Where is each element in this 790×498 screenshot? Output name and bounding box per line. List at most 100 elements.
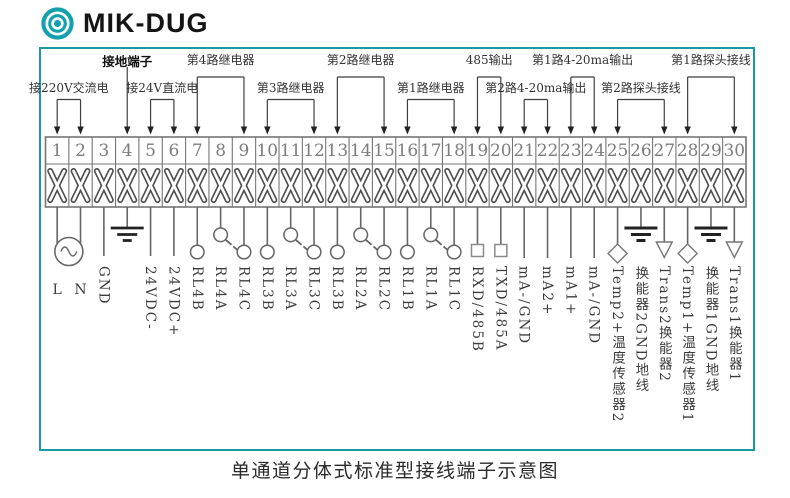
terminal-number: 13	[326, 141, 349, 161]
arrow-down-icon	[194, 126, 201, 135]
screw-x-icon	[702, 169, 720, 202]
square-terminal-icon	[470, 243, 485, 258]
terminal-number: 16	[396, 141, 419, 161]
terminal-label: Temp1+温度传感器1	[679, 266, 696, 424]
terminal-number: 21	[513, 141, 535, 161]
terminal-number: 17	[419, 141, 442, 161]
terminal-label: Trans1换能器1	[725, 266, 742, 383]
arrow-down-icon	[661, 126, 668, 135]
terminal-label: Trans2换能器2	[655, 266, 672, 383]
terminal-label: RL1C	[445, 266, 462, 313]
screw-x-icon	[282, 169, 300, 202]
switch-arm-icon	[294, 238, 310, 253]
brand-name: MIK-DUG	[83, 7, 209, 38]
terminal-number: 9	[238, 141, 250, 161]
wiring-group-label: 接220V交流电	[29, 80, 109, 95]
screw-x-icon	[422, 169, 440, 202]
bullseye-logo-icon	[41, 6, 74, 40]
terminal-label: RL1A	[422, 266, 439, 312]
screw-x-icon	[539, 169, 556, 202]
screw-x-icon	[329, 169, 346, 202]
wiring-group-label: 第1路4-20ma输出	[531, 53, 634, 67]
arrow-down-icon	[170, 126, 178, 135]
terminal-label: mA2+	[539, 266, 556, 317]
terminal-number: 1	[51, 141, 63, 161]
screw-x-icon	[562, 169, 580, 202]
arrow-down-icon	[310, 126, 318, 135]
terminal-number: 12	[303, 141, 325, 161]
terminal-label: 换能器1GND地线	[702, 266, 719, 394]
terminal-number: 22	[536, 141, 559, 161]
screw-x-icon	[469, 169, 486, 202]
terminal-number: 7	[191, 141, 203, 161]
diamond-terminal-icon	[677, 243, 699, 264]
screw-x-icon	[375, 169, 393, 202]
screw-x-icon	[165, 169, 183, 202]
contact-circle-icon	[306, 244, 322, 260]
screw-x-icon	[632, 169, 650, 202]
terminal-number: 19	[466, 141, 489, 161]
terminal-label: 24VDC+	[165, 266, 182, 338]
terminal-number: 2	[75, 141, 86, 161]
arrow-down-icon	[591, 126, 598, 135]
wiring-group-label: 接地端子	[102, 54, 153, 69]
arrow-down-icon	[240, 126, 248, 135]
contact-circle-icon	[376, 244, 392, 260]
terminal-number: 6	[168, 141, 180, 161]
sine-wave-icon	[60, 246, 78, 257]
arrow-down-icon	[684, 126, 691, 135]
terminal-label: TXD/485A	[492, 266, 509, 352]
triangle-arrow-icon	[655, 241, 674, 260]
wiring-group-label: 接24V直流电	[126, 80, 199, 95]
diagram-border	[39, 47, 755, 451]
arrow-down-icon	[147, 126, 154, 135]
terminal-label: RL1B	[398, 266, 415, 312]
screw-x-icon	[142, 169, 159, 202]
screw-x-icon	[515, 169, 533, 202]
terminal-number: 18	[443, 141, 465, 161]
diagram-caption: 单通道分体式标准型接线端子示意图	[230, 461, 559, 482]
arrow-down-icon	[731, 126, 738, 135]
screw-x-icon	[48, 169, 66, 202]
terminal-label: RL3B	[258, 266, 275, 312]
triangle-arrow-icon	[725, 241, 744, 260]
arrow-down-icon	[404, 126, 411, 135]
terminal-number: 27	[653, 141, 676, 161]
diamond-terminal-icon	[607, 243, 629, 264]
arrow-down-icon	[77, 126, 84, 135]
screw-x-icon	[72, 169, 89, 202]
terminal-number: 5	[145, 141, 156, 161]
terminal-label: RL2C	[375, 266, 392, 313]
terminal-number: 15	[373, 141, 395, 161]
terminal-label: mA-/GND	[515, 266, 532, 346]
terminal-number: 11	[279, 141, 302, 161]
arrow-down-icon	[544, 126, 551, 135]
contact-circle-icon	[259, 244, 275, 260]
screw-x-icon	[399, 169, 416, 202]
screw-x-icon	[305, 169, 323, 202]
screw-x-icon	[188, 169, 206, 202]
screw-x-icon	[492, 169, 510, 202]
wiring-group-label: 第1路探头接线	[671, 53, 751, 67]
terminal-number: 4	[121, 141, 133, 161]
terminal-number: 25	[606, 141, 629, 161]
arrow-down-icon	[334, 126, 341, 135]
terminal-label: RL3B	[328, 266, 345, 312]
terminal-label: RL4A	[212, 266, 229, 312]
terminal-number: 8	[215, 141, 227, 161]
screw-x-icon	[725, 169, 743, 202]
terminal-label: GND	[95, 266, 112, 306]
contact-circle-icon	[189, 244, 205, 260]
terminal-number: 3	[98, 141, 110, 161]
wiring-group-label: 第2路4-20ma输出	[485, 80, 587, 95]
terminal-number: 23	[560, 141, 582, 161]
wiring-group-label: 第2路探头接线	[601, 80, 681, 95]
terminal-label: L	[52, 282, 62, 298]
terminal-number: 26	[630, 141, 652, 161]
switch-arm-icon	[434, 238, 450, 253]
arrow-down-icon	[124, 126, 131, 135]
terminal-label: mA-/GND	[585, 266, 602, 346]
screw-x-icon	[655, 169, 673, 202]
screw-x-icon	[258, 169, 276, 202]
